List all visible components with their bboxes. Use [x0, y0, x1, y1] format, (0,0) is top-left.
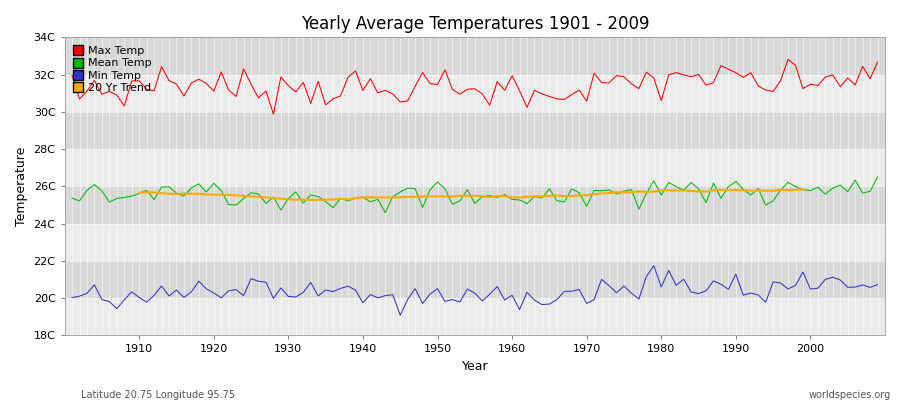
Text: worldspecies.org: worldspecies.org: [809, 390, 891, 400]
Bar: [65, 149, 885, 186]
X-axis label: Year: Year: [462, 360, 488, 373]
Bar: [65, 186, 885, 224]
Bar: [65, 74, 885, 112]
Y-axis label: Temperature: Temperature: [15, 147, 28, 226]
Bar: [65, 112, 885, 149]
Bar: [65, 298, 885, 336]
Text: Latitude 20.75 Longitude 95.75: Latitude 20.75 Longitude 95.75: [81, 390, 235, 400]
Legend: Max Temp, Mean Temp, Min Temp, 20 Yr Trend: Max Temp, Mean Temp, Min Temp, 20 Yr Tre…: [70, 43, 155, 96]
Bar: [65, 261, 885, 298]
Title: Yearly Average Temperatures 1901 - 2009: Yearly Average Temperatures 1901 - 2009: [301, 15, 649, 33]
Bar: [65, 37, 885, 74]
Bar: [65, 224, 885, 261]
